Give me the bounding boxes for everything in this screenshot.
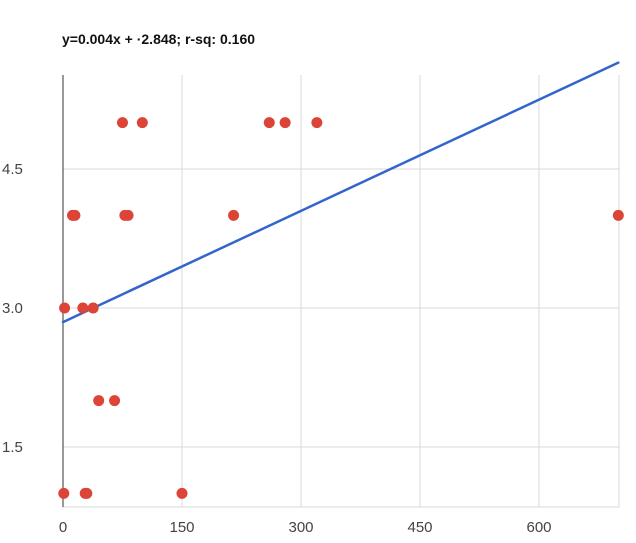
trendline-layer [61,61,620,324]
data-point [311,117,323,129]
data-point [77,302,89,314]
data-point [69,209,81,221]
x-tick-label: 600 [526,519,551,536]
data-point [136,117,148,129]
data-point [612,209,624,221]
y-tick-label: 4.5 [2,161,23,178]
x-tick-label: 0 [59,519,67,536]
data-point [122,209,134,221]
y-tick-label: 1.5 [2,439,23,456]
x-tick-label: 150 [169,519,194,536]
x-tick-label: 450 [407,519,432,536]
data-point [59,302,71,314]
data-point [87,302,99,314]
data-point [228,209,240,221]
chart-title: y=0.004x + ·2.848; r-sq: 0.160 [62,31,256,47]
trendline [61,61,620,324]
data-point [176,487,188,499]
y-tick-label: 3.0 [2,300,23,317]
data-point [58,487,70,499]
gridlines [63,75,620,508]
data-point [109,395,121,407]
tick-labels: 0 150 300 450 600 1.5 3.0 4.5 [2,161,552,536]
x-tick-label: 300 [288,519,313,536]
data-points [58,117,624,499]
data-point [81,487,93,499]
data-point [279,117,291,129]
data-point [117,117,128,129]
data-point [93,395,105,407]
data-point [263,117,275,129]
